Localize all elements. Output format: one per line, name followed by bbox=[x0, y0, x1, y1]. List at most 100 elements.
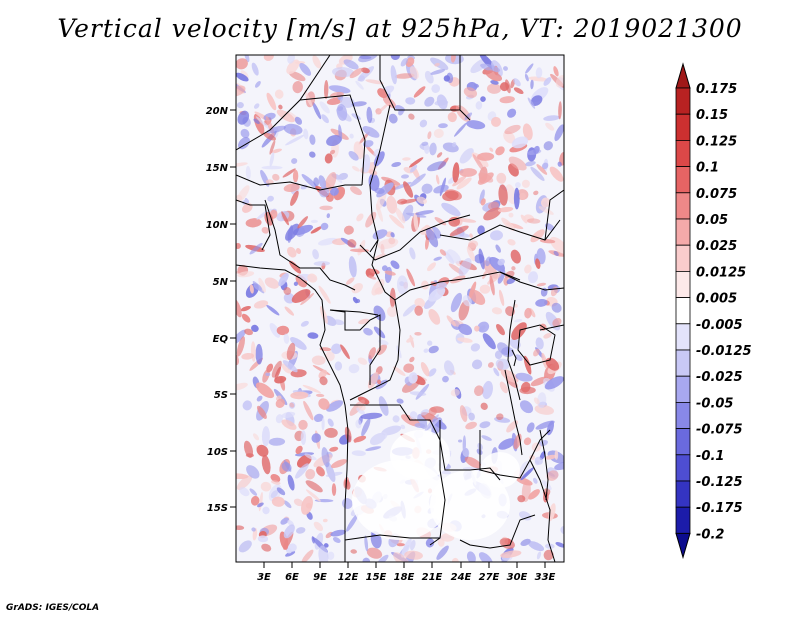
velocity-blob bbox=[329, 446, 339, 452]
velocity-blob bbox=[491, 307, 503, 315]
velocity-blob bbox=[428, 368, 437, 377]
velocity-blob bbox=[358, 403, 366, 411]
velocity-blob bbox=[402, 304, 416, 317]
velocity-blob bbox=[337, 106, 344, 111]
velocity-blob bbox=[305, 480, 323, 493]
velocity-blob bbox=[319, 101, 330, 114]
velocity-blob bbox=[490, 230, 503, 241]
lat-tick-5n: 5N bbox=[213, 277, 236, 288]
velocity-blob bbox=[356, 407, 366, 415]
lat-label-10s: 10S bbox=[207, 447, 228, 458]
colorbar: 0.175 0.15 0.125 0.1 0.075 0.05 0.025 0.0125 0.0… bbox=[675, 62, 752, 560]
lon-label-15e: 15E bbox=[366, 572, 387, 583]
velocity-blob bbox=[313, 413, 324, 423]
velocity-blob bbox=[504, 124, 521, 135]
velocity-blob bbox=[498, 184, 508, 206]
velocity-blob bbox=[249, 488, 258, 496]
velocity-blob bbox=[261, 165, 283, 170]
velocity-blob bbox=[261, 454, 271, 475]
velocity-blob bbox=[477, 225, 485, 235]
velocity-blob bbox=[466, 120, 486, 130]
colorbar-label: -0.005 bbox=[696, 318, 743, 333]
velocity-blob bbox=[428, 309, 441, 325]
velocity-blob bbox=[360, 412, 383, 420]
velocity-blob bbox=[311, 355, 326, 366]
velocity-blob bbox=[266, 363, 274, 373]
velocity-blob bbox=[236, 336, 245, 357]
lon-tick-27e: 27E bbox=[479, 562, 500, 583]
velocity-blob bbox=[255, 116, 273, 132]
velocity-blob bbox=[240, 128, 250, 139]
colorbar-label: -0.2 bbox=[696, 527, 724, 542]
velocity-blob bbox=[367, 371, 379, 389]
velocity-blob bbox=[265, 179, 274, 185]
calm-region bbox=[480, 452, 520, 488]
velocity-blob bbox=[283, 500, 292, 509]
velocity-blob bbox=[287, 55, 295, 64]
velocity-blob bbox=[374, 287, 384, 295]
velocity-blob bbox=[289, 260, 302, 274]
velocity-blob bbox=[552, 317, 562, 327]
velocity-blob bbox=[495, 146, 505, 156]
velocity-blob bbox=[245, 218, 262, 228]
velocity-blob bbox=[328, 85, 351, 94]
lat-label-5n: 5N bbox=[213, 277, 229, 288]
lon-tick-6e: 6E bbox=[285, 562, 299, 583]
border-zambia-drc bbox=[479, 429, 551, 479]
velocity-blob bbox=[321, 447, 330, 468]
velocity-blob bbox=[286, 342, 296, 360]
border-drc-uganda bbox=[507, 299, 521, 401]
velocity-blob bbox=[557, 161, 562, 167]
border-chad-car bbox=[359, 214, 471, 261]
velocity-blob bbox=[535, 67, 543, 79]
colorbar-bottom-arrow bbox=[675, 532, 691, 560]
velocity-blob bbox=[276, 109, 295, 123]
velocity-blob bbox=[281, 363, 292, 374]
velocity-blob bbox=[401, 204, 414, 222]
velocity-blob bbox=[533, 477, 538, 484]
velocity-blob bbox=[458, 258, 472, 277]
velocity-blob bbox=[434, 62, 440, 67]
border-angola-zambia bbox=[429, 420, 446, 546]
velocity-blob bbox=[255, 382, 275, 399]
velocity-blob bbox=[524, 307, 532, 319]
velocity-blob bbox=[388, 113, 398, 124]
velocity-blob bbox=[307, 332, 319, 339]
colorbar-label: 0.1 bbox=[696, 161, 719, 176]
velocity-blob bbox=[241, 313, 251, 323]
velocity-blob bbox=[348, 150, 359, 161]
lon-label-18e: 18E bbox=[394, 572, 415, 583]
velocity-blob bbox=[405, 97, 416, 105]
velocity-blob bbox=[289, 402, 295, 408]
colorbar-label: -0.075 bbox=[696, 423, 743, 438]
lat-label-15n: 15N bbox=[206, 163, 229, 174]
velocity-blob bbox=[527, 218, 541, 224]
velocity-blob bbox=[258, 277, 266, 293]
velocity-blob bbox=[236, 298, 242, 318]
lat-tick-eq: EQ bbox=[213, 334, 236, 345]
velocity-blob bbox=[325, 351, 335, 362]
velocity-blob bbox=[420, 362, 430, 377]
velocity-blob bbox=[365, 211, 377, 228]
velocity-blob bbox=[288, 71, 306, 82]
colorbar-label: 0.005 bbox=[696, 292, 737, 307]
lat-label-eq: EQ bbox=[213, 334, 229, 345]
velocity-blob bbox=[427, 262, 436, 272]
velocity-blob bbox=[478, 172, 494, 183]
velocity-blob bbox=[348, 363, 360, 374]
velocity-blob bbox=[252, 433, 260, 441]
lon-tick-21e: 21E bbox=[422, 562, 443, 583]
velocity-blob bbox=[541, 480, 552, 491]
velocity-blob bbox=[474, 325, 480, 332]
velocity-blob bbox=[320, 222, 329, 231]
border-libya-chad bbox=[236, 55, 331, 151]
velocity-blob bbox=[495, 244, 501, 253]
velocity-blob bbox=[292, 169, 299, 183]
velocity-blob bbox=[378, 396, 389, 416]
velocity-blob bbox=[514, 354, 523, 361]
velocity-blob bbox=[413, 86, 426, 98]
velocity-blob bbox=[331, 343, 342, 355]
velocity-blob bbox=[253, 103, 260, 109]
velocity-blob bbox=[421, 183, 433, 194]
velocity-blob bbox=[525, 160, 536, 167]
